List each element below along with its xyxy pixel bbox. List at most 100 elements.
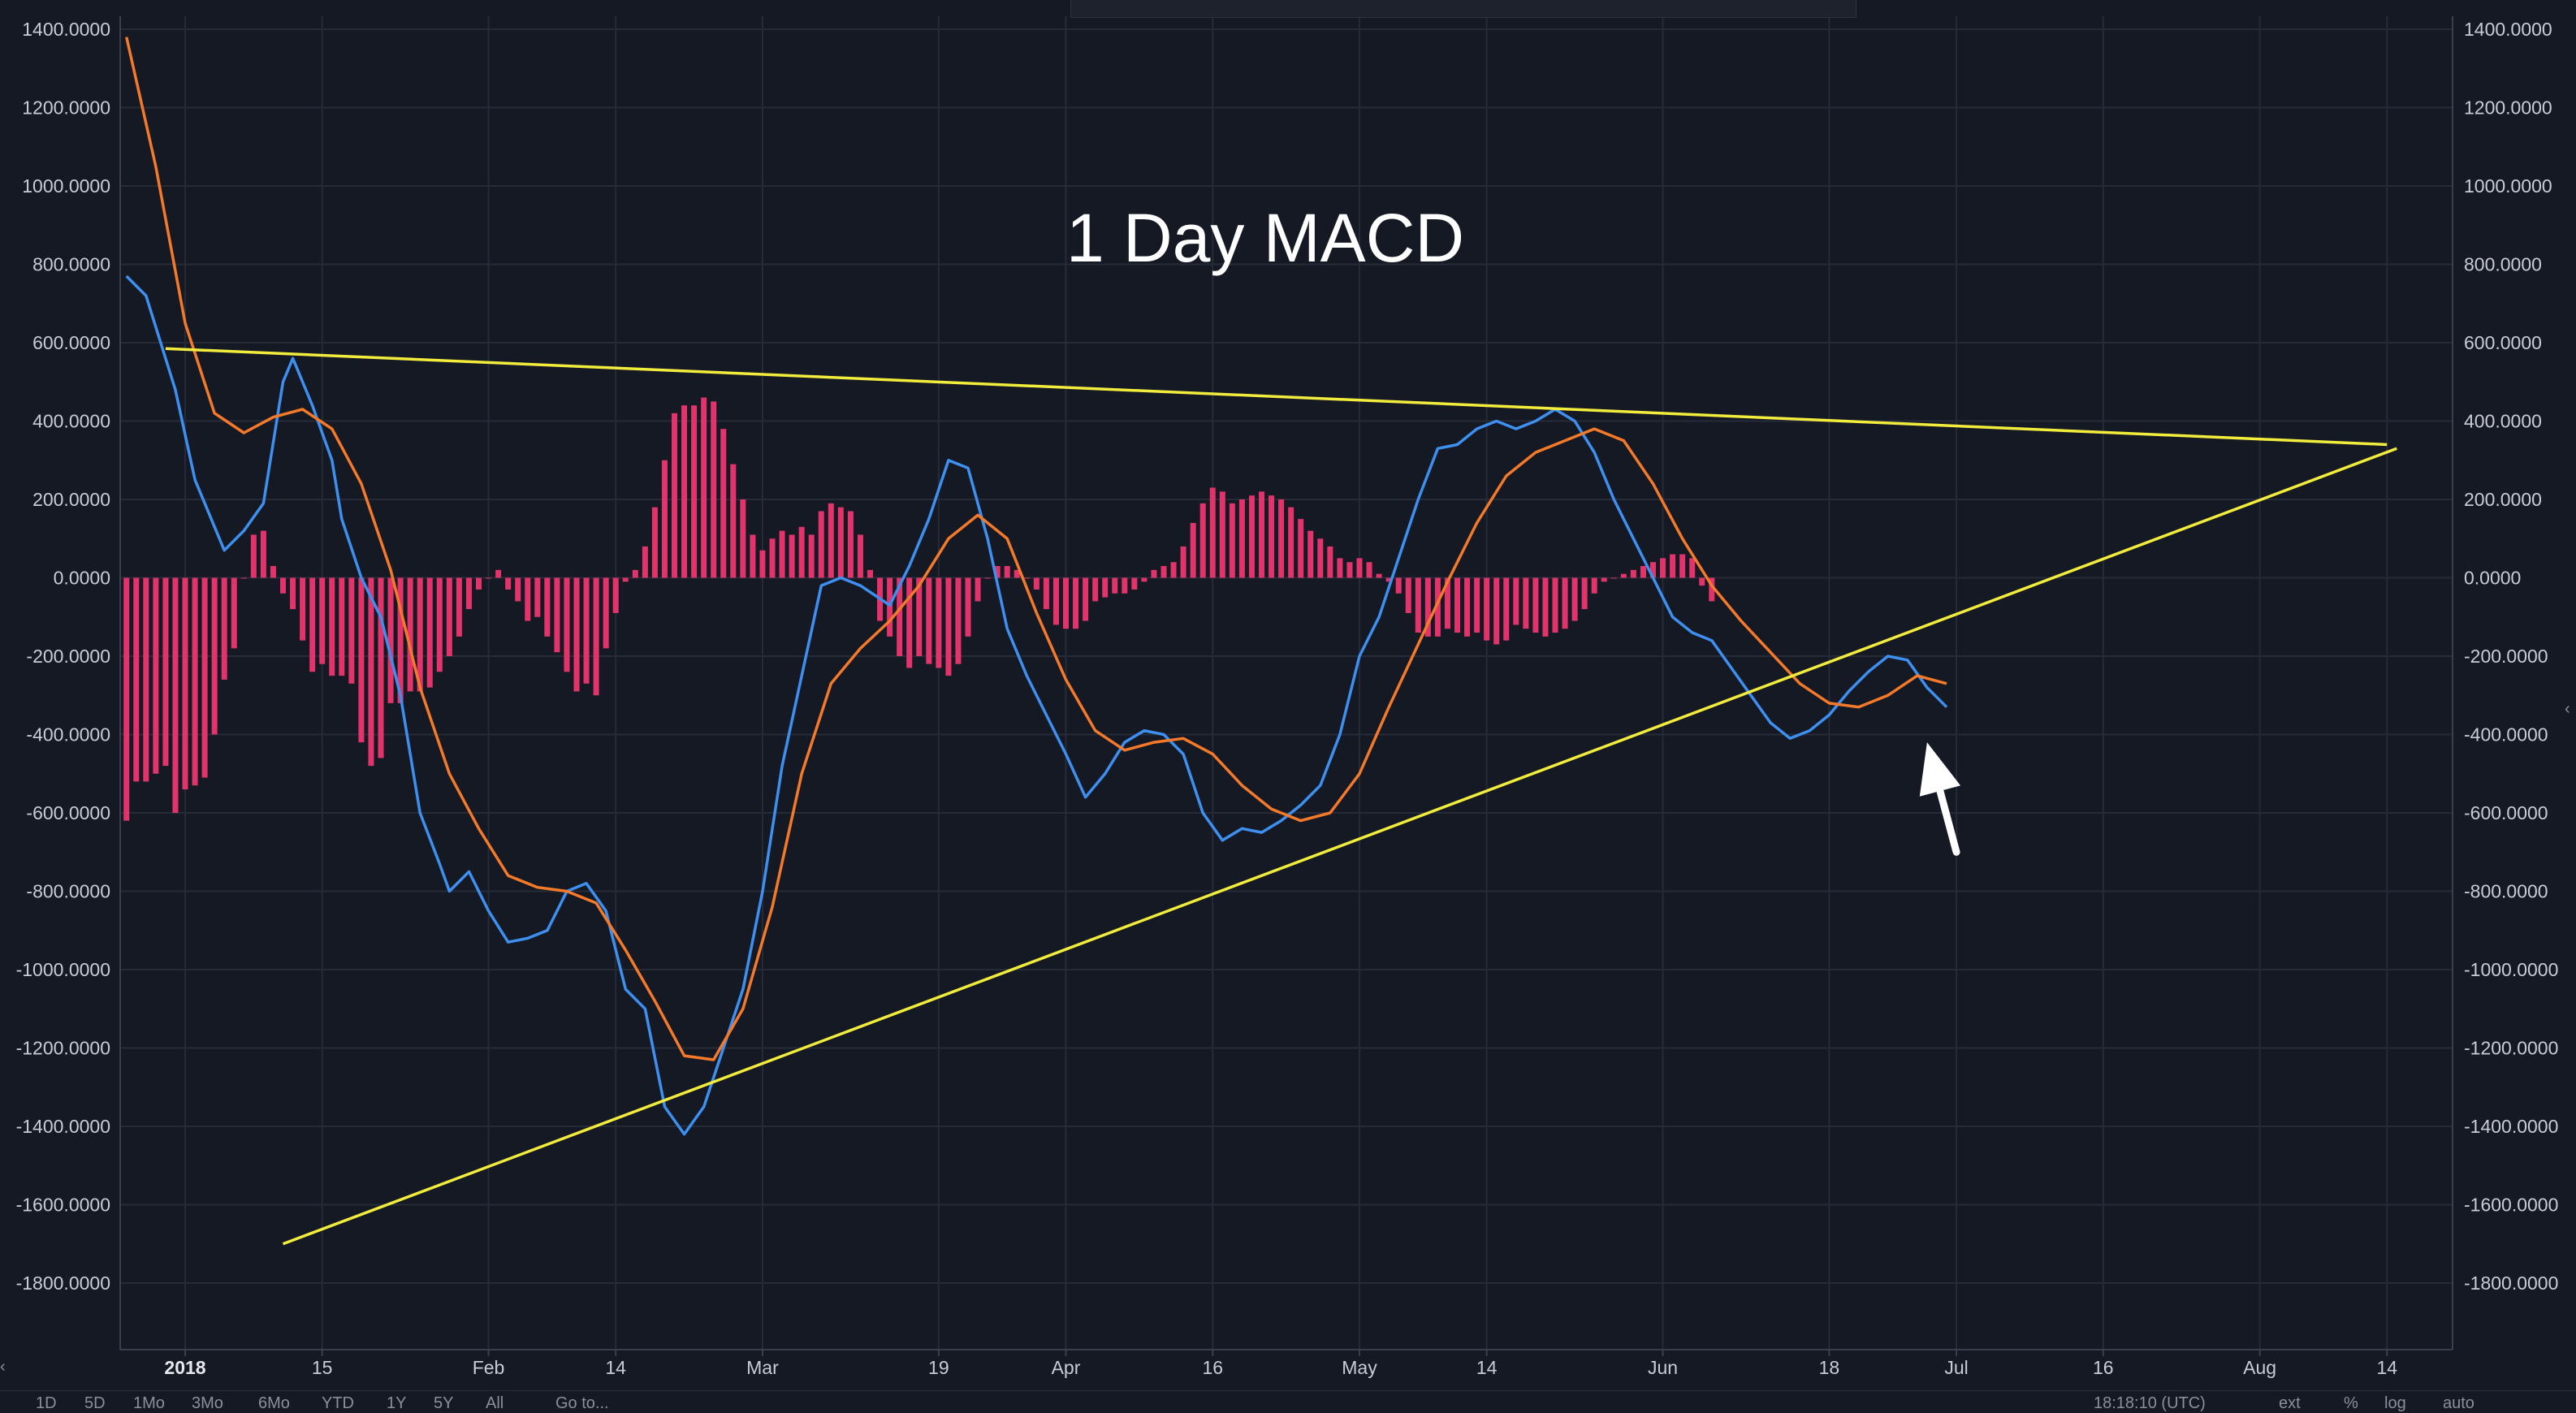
histogram-bar: [417, 577, 423, 692]
histogram-bar: [622, 577, 629, 582]
histogram-bar: [387, 577, 394, 703]
signal-line: [124, 37, 1947, 1061]
trendline[interactable]: [282, 447, 2397, 1246]
x-tick-label: Apr: [1052, 1357, 1081, 1378]
histogram-bar: [368, 577, 374, 767]
period-button[interactable]: All: [486, 1394, 504, 1412]
histogram-bar: [515, 577, 521, 602]
histogram-bar: [1092, 577, 1099, 602]
x-axis-labels: 2018 15 Feb 14 Mar 19 Apr 16 May 14 Jun 18 Jul 16 Aug 1…: [164, 1350, 2397, 1378]
histogram-bar: [172, 577, 179, 813]
period-button[interactable]: YTD: [322, 1394, 354, 1412]
histogram-bar: [1709, 577, 1715, 602]
y-axis-labels-left: 1400.0000 1200.0000 1000.0000 800.0000 600.0…: [16, 19, 110, 1294]
histogram-bar: [897, 577, 903, 656]
period-button[interactable]: 6Mo: [258, 1394, 290, 1412]
histogram-bar: [1484, 577, 1490, 641]
histogram-bar: [750, 534, 756, 578]
y-tick-label: 1000.0000: [22, 175, 110, 197]
period-button[interactable]: 1D: [36, 1394, 57, 1412]
histogram-bar: [260, 530, 266, 578]
scale-option-button[interactable]: %: [2344, 1394, 2358, 1412]
histogram-bar: [1640, 566, 1646, 578]
histogram-bar: [1650, 562, 1656, 578]
histogram-bar: [847, 511, 854, 578]
scale-option-button[interactable]: log: [2384, 1394, 2406, 1412]
histogram-bar: [300, 577, 306, 641]
y-tick-label: -1600.0000: [2464, 1195, 2558, 1216]
histogram-bar: [955, 577, 962, 664]
x-tick-label: 14: [2376, 1357, 2397, 1378]
histogram-bar: [583, 577, 590, 684]
period-button[interactable]: 3Mo: [192, 1394, 223, 1412]
histogram-bar: [965, 577, 971, 637]
y-tick-label: -200.0000: [26, 646, 110, 667]
histogram-bar: [1513, 577, 1519, 625]
histogram-bar: [270, 566, 276, 578]
histogram-bar: [701, 397, 707, 578]
histogram-bar: [926, 577, 932, 664]
histogram-bar: [1699, 577, 1705, 586]
x-tick-label: Jun: [1648, 1357, 1678, 1378]
histogram-bar: [1219, 491, 1225, 578]
histogram-bar: [1385, 577, 1392, 582]
y-tick-label: -1200.0000: [16, 1038, 110, 1059]
histogram-bar: [1415, 577, 1421, 633]
histogram-bar: [818, 511, 824, 578]
histogram-bar: [1083, 577, 1089, 621]
histogram-bar: [358, 577, 365, 743]
x-tick-label: 14: [605, 1357, 626, 1378]
scale-option-button[interactable]: auto: [2443, 1394, 2474, 1412]
histogram-bar: [759, 550, 766, 578]
grid: [120, 16, 2453, 1350]
histogram-bar: [240, 577, 247, 579]
histogram-bar: [123, 577, 130, 821]
histogram-bar: [1366, 562, 1372, 578]
histogram-bar: [1190, 522, 1196, 578]
histogram-bar: [1238, 499, 1245, 578]
histogram-bar: [201, 577, 208, 778]
chart-title: 1 Day MACD: [1066, 200, 1464, 276]
macd-lines: [124, 37, 1948, 1136]
histogram-bar: [290, 577, 296, 610]
x-tick-label: May: [1342, 1357, 1377, 1378]
histogram-bar: [1562, 577, 1568, 629]
scale-option-button[interactable]: ext: [2279, 1394, 2301, 1412]
y-tick-label: 800.0000: [2464, 254, 2542, 275]
histogram-bar: [975, 577, 981, 602]
collapse-left-icon[interactable]: ‹: [0, 1358, 6, 1376]
histogram-bar: [906, 577, 913, 668]
histogram-bar: [798, 526, 805, 578]
histogram-bar: [221, 577, 227, 680]
arrow-head[interactable]: [1919, 742, 1961, 797]
histogram-bar: [887, 577, 893, 637]
y-tick-label: 800.0000: [32, 254, 110, 275]
histogram-bar: [1052, 577, 1059, 625]
drawing-toolbar[interactable]: [1070, 0, 1856, 18]
period-button[interactable]: 5D: [84, 1394, 106, 1412]
y-tick-label: -1400.0000: [16, 1116, 110, 1137]
histogram-bar: [319, 577, 326, 664]
trendline[interactable]: [165, 347, 2388, 447]
histogram-bar: [554, 577, 560, 653]
y-tick-label: 200.0000: [32, 489, 110, 510]
histogram-bar: [1122, 577, 1128, 594]
goto-button[interactable]: Go to...: [555, 1394, 609, 1412]
histogram-bar: [133, 577, 140, 782]
period-button[interactable]: 5Y: [434, 1394, 454, 1412]
period-button[interactable]: 1Y: [387, 1394, 407, 1412]
arrow-shaft[interactable]: [1936, 787, 1960, 856]
drawings[interactable]: [165, 347, 2397, 1246]
x-tick-label: Aug: [2243, 1357, 2276, 1378]
period-button[interactable]: 1Mo: [133, 1394, 165, 1412]
y-tick-label: 1000.0000: [2464, 175, 2552, 197]
histogram-bar: [1571, 577, 1578, 621]
y-tick-label: 1400.0000: [2464, 19, 2552, 40]
collapse-right-icon[interactable]: ‹: [2565, 700, 2570, 718]
histogram-bar: [1337, 558, 1343, 578]
histogram-bar: [769, 538, 776, 578]
y-tick-label: 400.0000: [2464, 411, 2542, 432]
y-tick-label: 200.0000: [2464, 489, 2542, 510]
histogram-bar: [1532, 577, 1539, 633]
